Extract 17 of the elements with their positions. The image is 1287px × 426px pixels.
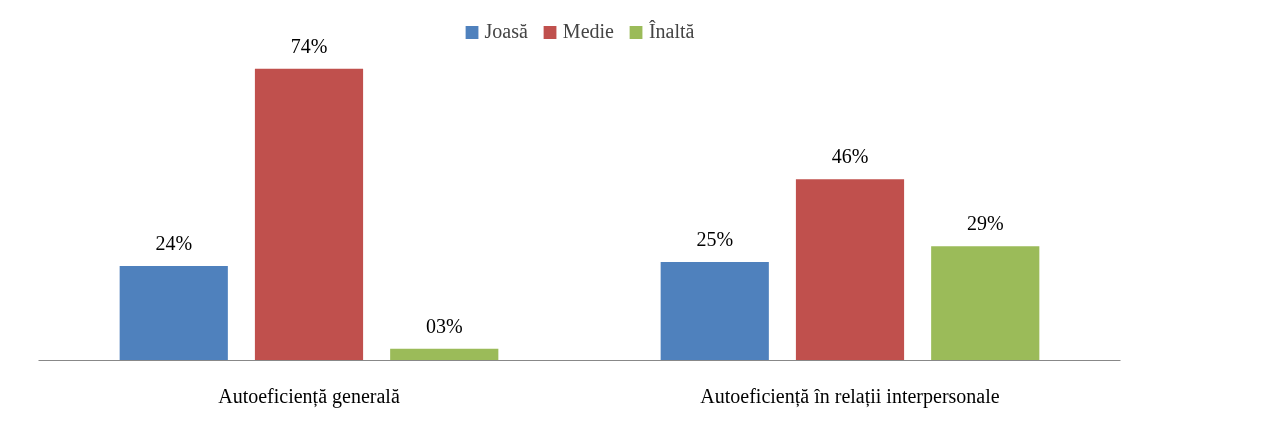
data-label: 46% [831, 145, 869, 168]
bar [931, 246, 1040, 361]
legend-label: Medie [562, 20, 614, 43]
x-tick-label: Autoeficiență generală [218, 384, 400, 408]
bar [119, 265, 228, 361]
x-tick-label: Autoeficiență în relații interpersonale [700, 384, 1000, 408]
data-label: 25% [696, 227, 734, 250]
bar [390, 348, 499, 361]
legend-label: Înaltă [648, 20, 695, 43]
legend-label: Joasă [484, 20, 528, 43]
data-label: 24% [155, 231, 193, 254]
bar [660, 261, 769, 361]
bar [254, 68, 364, 361]
data-label: 29% [966, 212, 1004, 235]
data-label: 03% [425, 314, 463, 337]
bar [795, 179, 905, 361]
data-label: 74% [290, 34, 328, 57]
